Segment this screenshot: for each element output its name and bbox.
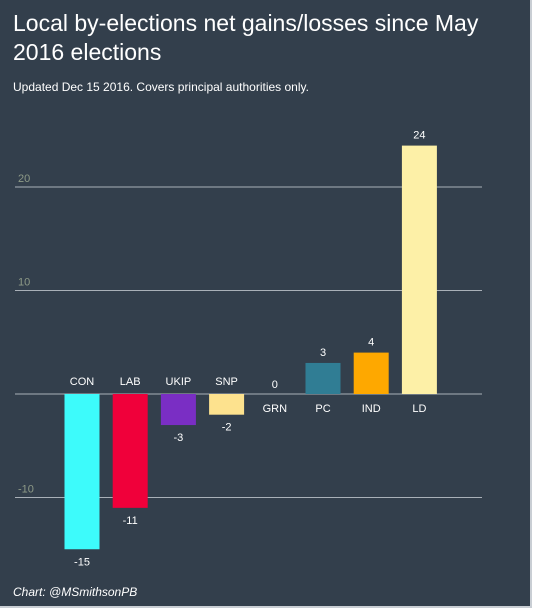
- chart-credit: Chart: @MSmithsonPB: [13, 585, 138, 599]
- y-tick-label: 10: [18, 277, 30, 289]
- bar-lab: [112, 394, 148, 508]
- category-label: GRN: [263, 403, 288, 415]
- category-label: CON: [70, 376, 95, 388]
- value-label: -3: [174, 432, 184, 444]
- category-label: LD: [412, 403, 426, 415]
- value-label: 0: [272, 379, 278, 391]
- bar-snp: [209, 394, 245, 415]
- y-tick-label: -10: [18, 484, 34, 496]
- category-label: UKIP: [166, 376, 192, 388]
- value-label: -11: [123, 515, 138, 527]
- category-label: IND: [362, 403, 381, 415]
- category-label: PC: [315, 403, 330, 415]
- bar-pc: [305, 362, 341, 394]
- bar-con: [64, 394, 100, 550]
- value-label: 3: [320, 347, 326, 359]
- bar-ind: [353, 352, 389, 394]
- value-label: -15: [74, 556, 90, 568]
- value-label: -2: [222, 422, 232, 434]
- value-label: 24: [413, 130, 425, 142]
- bar-ukip: [160, 394, 196, 426]
- category-label: SNP: [215, 376, 238, 388]
- y-tick-label: 20: [18, 173, 30, 185]
- chart-subtitle: Updated Dec 15 2016. Covers principal au…: [13, 80, 309, 94]
- category-label: LAB: [120, 376, 141, 388]
- chart-title: Local by-elections net gains/losses sinc…: [13, 10, 479, 65]
- value-label: 4: [368, 337, 374, 349]
- bar-ld: [401, 145, 437, 394]
